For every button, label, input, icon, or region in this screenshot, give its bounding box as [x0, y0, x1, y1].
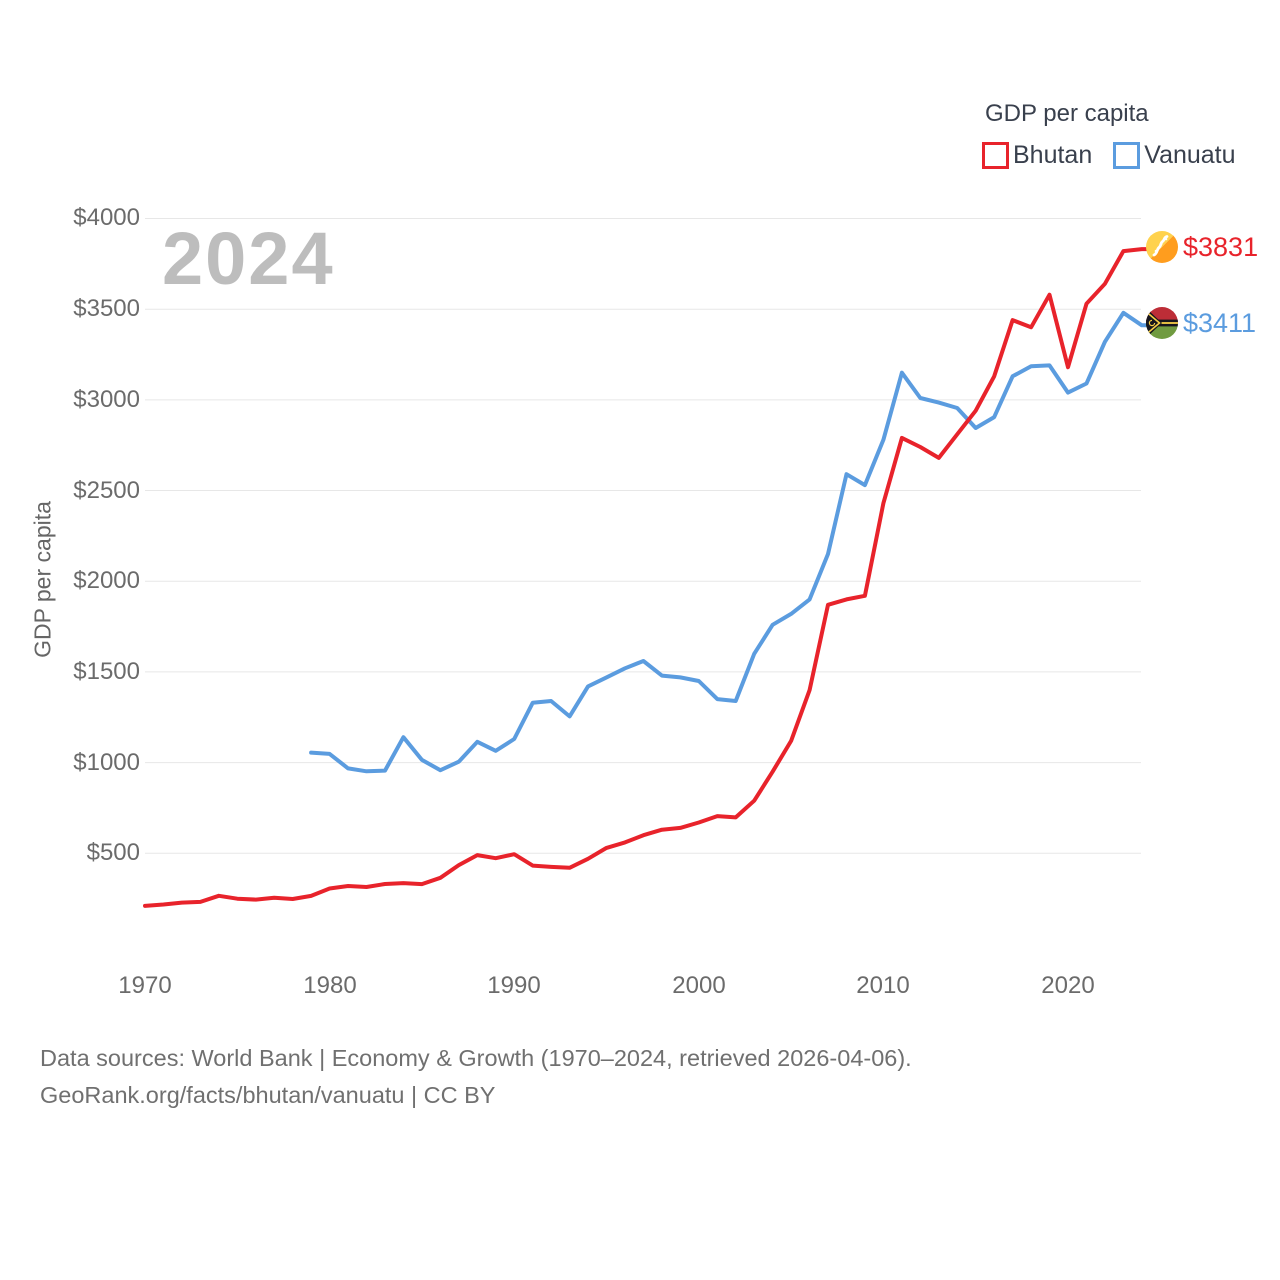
plot-area[interactable] [0, 0, 1280, 1040]
x-tick-label: 1970 [118, 972, 172, 999]
x-tick-label: 1980 [303, 972, 357, 999]
y-tick-label: $4000 [73, 204, 140, 231]
x-tick-label: 2000 [672, 972, 726, 999]
y-tick-label: $2000 [73, 567, 140, 594]
x-tick-label: 2020 [1041, 972, 1095, 999]
watermark-year: 2024 [162, 217, 335, 300]
vanuatu-flag-icon [1146, 307, 1178, 339]
legend-label-vanuatu: Vanuatu [1144, 141, 1236, 169]
y-tick-label: $500 [86, 839, 140, 866]
footer-url: GeoRank.org/facts/bhutan/vanuatu | CC BY [40, 1082, 496, 1108]
legend-label-bhutan: Bhutan [1013, 141, 1093, 169]
x-tick-label: 1990 [487, 972, 541, 999]
vanuatu-end-value: $3411 [1183, 308, 1257, 338]
y-tick-label: $3000 [73, 386, 140, 413]
vanuatu-series-swatch [1113, 142, 1141, 169]
bhutan-flag-icon [1146, 231, 1178, 263]
y-tick-label: $3500 [73, 295, 140, 322]
y-tick-label: $1000 [73, 749, 140, 776]
y-tick-label: $2500 [73, 477, 140, 504]
legend: GDP per capita Bhutan Vanuatu [982, 100, 1236, 169]
y-tick-label: $1500 [73, 658, 140, 685]
series-line-vanuatu [309, 310, 1152, 774]
bhutan-end-value: $3831 [1183, 232, 1259, 262]
x-tick-label: 2010 [856, 972, 910, 999]
footer-datasource: Data sources: World Bank | Economy & Gro… [40, 1045, 912, 1071]
bhutan-series-swatch [982, 142, 1009, 169]
legend-title: GDP per capita [985, 100, 1149, 127]
legend-item-vanuatu[interactable]: Vanuatu [1113, 141, 1236, 169]
series-line-bhutan [143, 247, 1152, 908]
legend-item-bhutan[interactable]: Bhutan [982, 142, 1092, 169]
